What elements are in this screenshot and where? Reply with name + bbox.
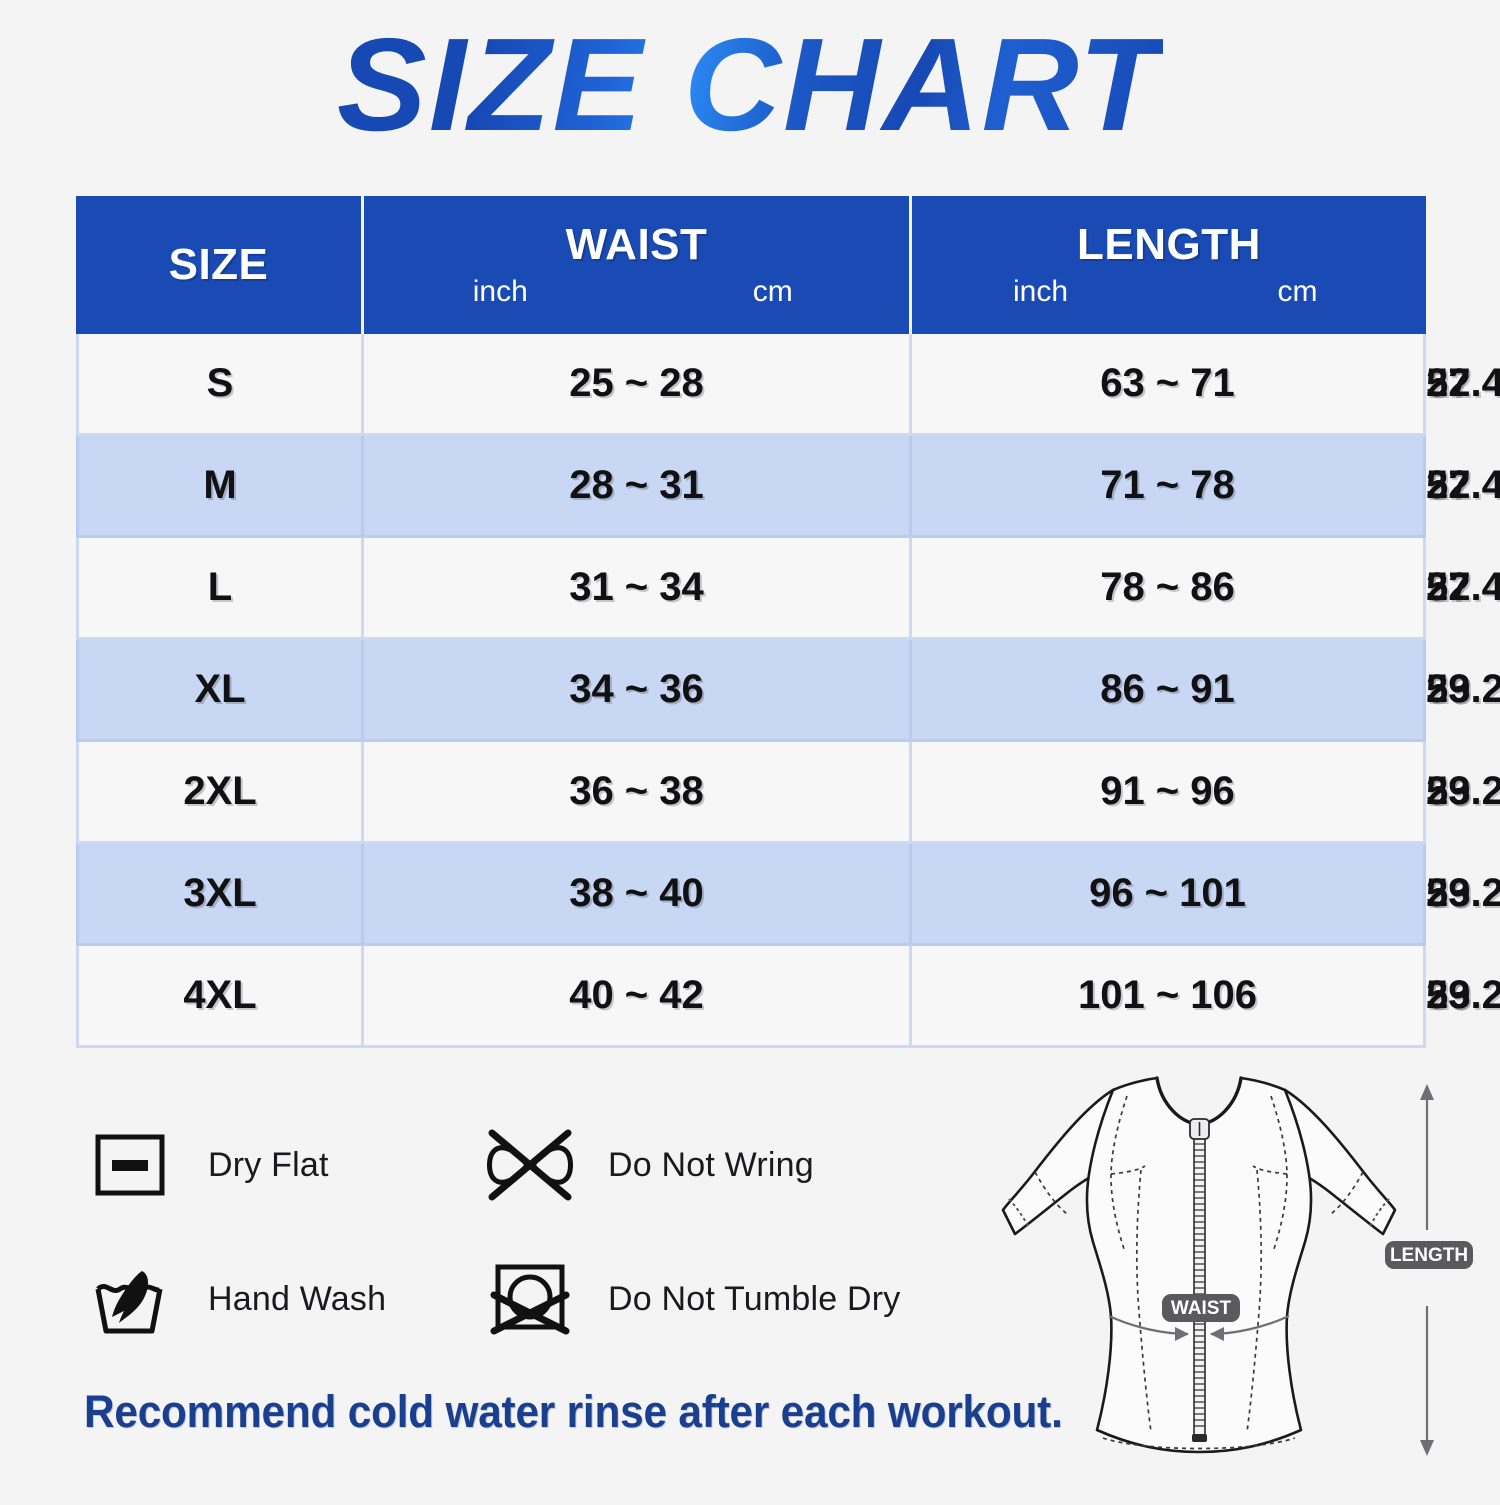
cell-size: 4XL xyxy=(76,946,364,1048)
cell-size: XL xyxy=(76,640,364,742)
column-header-length-inch: inch xyxy=(1012,275,1069,308)
table-row: 2XL 36 ~ 38 91 ~ 96 23.2 59 xyxy=(76,742,1500,844)
cell-size: S xyxy=(76,334,364,436)
cell-waist-cm: 71 ~ 78 xyxy=(912,436,1426,538)
care-label-dry-flat: Dry Flat xyxy=(208,1145,329,1184)
cell-size: 3XL xyxy=(76,844,364,946)
cell-waist-inch: 36 ~ 38 xyxy=(364,742,912,844)
cell-waist-inch: 34 ~ 36 xyxy=(364,640,912,742)
length-badge-label: LENGTH xyxy=(1390,1245,1468,1266)
care-item-do-not-tumble-dry: Do Not Tumble Dry xyxy=(484,1232,984,1366)
care-label-do-not-tumble-dry: Do Not Tumble Dry xyxy=(608,1279,901,1318)
cell-size: 2XL xyxy=(76,742,364,844)
cell-size: M xyxy=(76,436,364,538)
column-header-length-label: LENGTH xyxy=(1077,220,1261,269)
table-row: L 31 ~ 34 78 ~ 86 22.4 57 xyxy=(76,538,1500,640)
size-chart-table: SIZE WAIST inch cm LENGTH inch cm xyxy=(76,196,1500,1048)
do-not-wring-icon xyxy=(484,1119,576,1211)
care-item-hand-wash: Hand Wash xyxy=(84,1232,484,1366)
care-instructions: Dry Flat Do Not Wring Hand xyxy=(84,1098,984,1366)
column-header-waist-cm: cm xyxy=(752,275,793,308)
column-header-length-cm: cm xyxy=(1277,275,1318,308)
cell-waist-inch: 31 ~ 34 xyxy=(364,538,912,640)
column-header-length: LENGTH inch cm xyxy=(912,196,1426,334)
cell-waist-inch: 38 ~ 40 xyxy=(364,844,912,946)
size-chart-table-container: SIZE WAIST inch cm LENGTH inch cm xyxy=(76,196,1500,1048)
column-header-waist: WAIST inch cm xyxy=(364,196,912,334)
cell-waist-inch: 40 ~ 42 xyxy=(364,946,912,1048)
length-badge: LENGTH xyxy=(1385,1241,1473,1269)
waist-badge: WAIST xyxy=(1162,1294,1240,1322)
hand-wash-icon xyxy=(84,1253,176,1345)
cell-waist-inch: 25 ~ 28 xyxy=(364,334,912,436)
care-item-do-not-wring: Do Not Wring xyxy=(484,1098,984,1232)
care-note: Recommend cold water rinse after each wo… xyxy=(84,1386,1063,1437)
care-label-hand-wash: Hand Wash xyxy=(208,1279,387,1318)
cell-waist-cm: 101 ~ 106 xyxy=(912,946,1426,1048)
waist-badge-label: WAIST xyxy=(1171,1298,1232,1319)
page-title: SIZE CHART xyxy=(337,11,1163,158)
table-row: 4XL 40 ~ 42 101 ~ 106 23.2 59 xyxy=(76,946,1500,1048)
column-header-size-label: SIZE xyxy=(168,240,269,289)
table-row: 3XL 38 ~ 40 96 ~ 101 23.2 59 xyxy=(76,844,1500,946)
dry-flat-icon xyxy=(84,1119,176,1211)
cell-waist-cm: 86 ~ 91 xyxy=(912,640,1426,742)
title-bar: SIZE CHART xyxy=(0,0,1500,153)
garment-diagram: WAIST LENGTH xyxy=(975,1062,1475,1500)
cell-waist-cm: 63 ~ 71 xyxy=(912,334,1426,436)
table-row: XL 34 ~ 36 86 ~ 91 23.2 59 xyxy=(76,640,1500,742)
column-header-waist-label: WAIST xyxy=(565,220,708,269)
cell-waist-cm: 78 ~ 86 xyxy=(912,538,1426,640)
table-header: SIZE WAIST inch cm LENGTH inch cm xyxy=(76,196,1426,334)
garment-seams xyxy=(1034,1095,1364,1450)
cell-waist-cm: 96 ~ 101 xyxy=(912,844,1426,946)
sleeve-hems xyxy=(1002,1198,1396,1235)
column-header-waist-inch: inch xyxy=(472,275,528,308)
table-row: S 25 ~ 28 63 ~ 71 22.4 57 xyxy=(76,334,1500,436)
cell-size: L xyxy=(76,538,364,640)
cell-waist-inch: 28 ~ 31 xyxy=(364,436,912,538)
column-header-size: SIZE xyxy=(76,196,364,334)
waist-measure-line xyxy=(1108,1315,1290,1341)
do-not-tumble-dry-icon xyxy=(484,1253,576,1345)
cell-waist-cm: 91 ~ 96 xyxy=(912,742,1426,844)
table-row: M 28 ~ 31 71 ~ 78 22.4 57 xyxy=(76,436,1500,538)
length-measure-line xyxy=(1420,1084,1434,1456)
zipper-icon xyxy=(1189,1118,1210,1442)
care-label-do-not-wring: Do Not Wring xyxy=(608,1145,814,1184)
table-body: S 25 ~ 28 63 ~ 71 22.4 57 M 28 ~ 31 71 ~ 78 22.4… xyxy=(76,334,1500,1048)
care-item-dry-flat: Dry Flat xyxy=(84,1098,484,1232)
table-header-row: SIZE WAIST inch cm LENGTH inch cm xyxy=(76,196,1426,334)
